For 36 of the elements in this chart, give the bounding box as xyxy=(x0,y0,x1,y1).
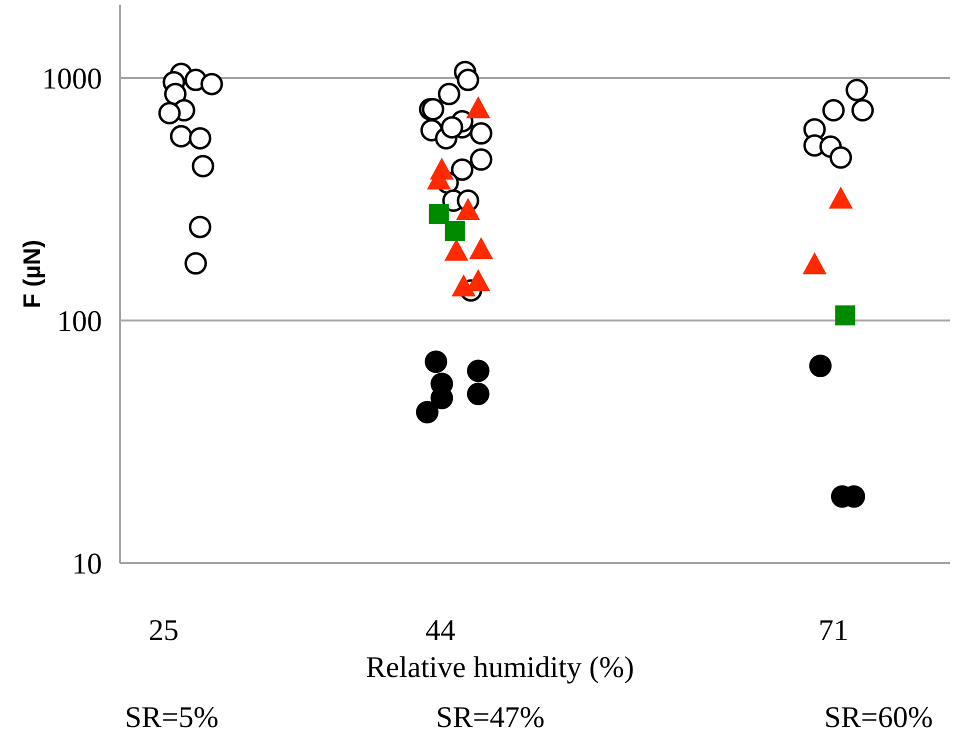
text: SR=5% xyxy=(124,701,218,731)
y-tick-label: 100 xyxy=(57,305,102,338)
point xyxy=(416,400,438,424)
point xyxy=(428,204,449,224)
point xyxy=(192,154,214,178)
point xyxy=(424,350,448,373)
point xyxy=(835,305,856,326)
point xyxy=(200,72,223,96)
point xyxy=(170,125,192,148)
point xyxy=(830,146,852,169)
point xyxy=(184,252,207,275)
y-tick-label: 10 xyxy=(72,548,102,580)
point xyxy=(450,158,474,181)
y-axis-title: F (µN) xyxy=(19,240,46,308)
text: SR=60% xyxy=(824,701,933,731)
point xyxy=(158,102,181,124)
x-tick-label: 71 xyxy=(818,614,849,647)
x-tick-label: 44 xyxy=(425,614,456,647)
point xyxy=(470,122,492,145)
point xyxy=(456,68,480,92)
point xyxy=(188,127,212,150)
y-tick-label: 1000 xyxy=(42,62,102,96)
point xyxy=(438,82,460,106)
point xyxy=(466,382,490,406)
point xyxy=(822,99,845,122)
text: SR=47% xyxy=(436,701,545,731)
point xyxy=(851,99,874,122)
point xyxy=(809,354,832,378)
x-tick-label: 25 xyxy=(148,614,179,647)
x-axis-title: Relative humidity (%) xyxy=(366,651,634,684)
point xyxy=(846,78,868,102)
point xyxy=(466,360,490,382)
point xyxy=(440,116,464,139)
point xyxy=(188,216,212,238)
point xyxy=(444,220,465,241)
point xyxy=(470,148,492,171)
